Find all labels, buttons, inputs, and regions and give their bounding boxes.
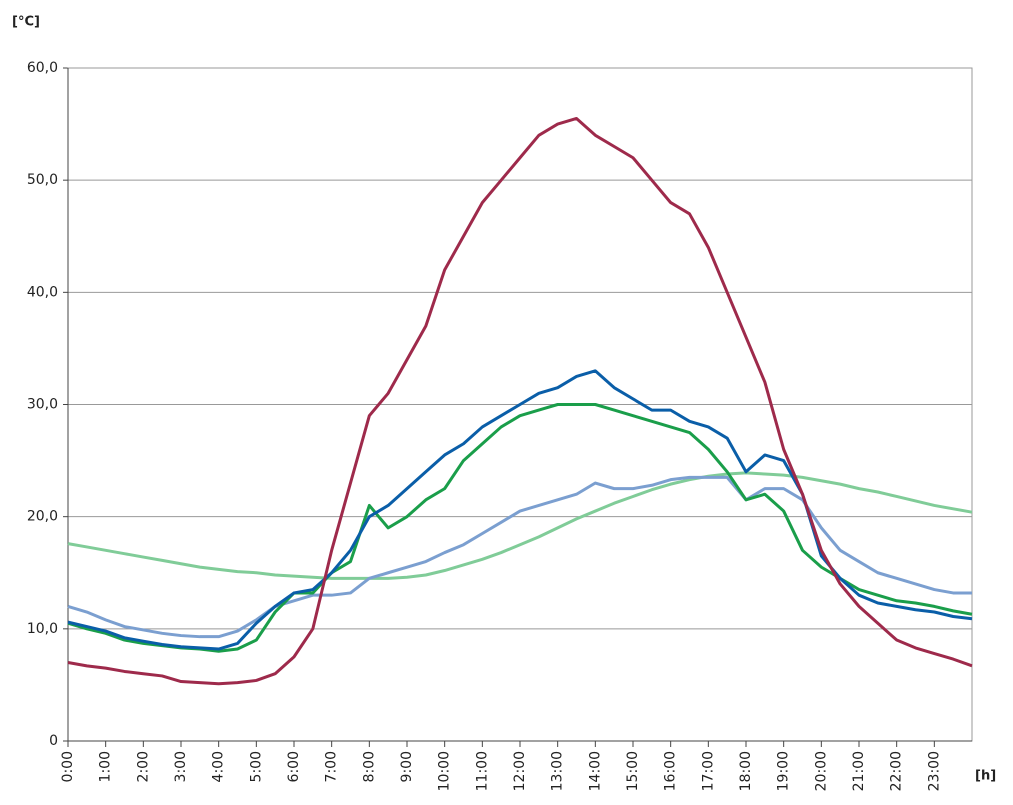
x-tick-label: 6:00 [286, 751, 302, 782]
x-tick-label: 13:00 [550, 751, 566, 791]
x-tick-label: 5:00 [248, 751, 264, 782]
x-tick-label: 12:00 [512, 751, 528, 791]
y-axis-label: [°C] [12, 15, 40, 30]
series-line [67, 403, 973, 653]
y-tick-label: 0 [49, 733, 58, 749]
y-tick-label: 50,0 [27, 172, 58, 188]
y-tick-label: 40,0 [27, 284, 58, 300]
x-tick-label: 17:00 [700, 751, 716, 791]
y-tick-label: 10,0 [27, 621, 58, 637]
x-tick-label: 2:00 [135, 751, 151, 782]
series-line [67, 369, 973, 651]
x-tick-label: 14:00 [587, 751, 603, 791]
x-tick-label: 22:00 [889, 751, 905, 791]
y-tick-label: 30,0 [27, 397, 58, 413]
x-tick-label: 7:00 [324, 751, 340, 782]
y-tick-label: 20,0 [27, 509, 58, 525]
series-line [67, 471, 973, 580]
x-tick-label: 4:00 [211, 751, 227, 782]
series-line [67, 475, 972, 639]
x-tick-label: 3:00 [173, 751, 189, 782]
x-tick-label: 11:00 [474, 751, 490, 791]
x-tick-label: 8:00 [361, 751, 377, 782]
y-tick-label: 60,0 [27, 60, 58, 76]
x-axis-label: [h] [975, 769, 996, 784]
x-tick-label: 23:00 [926, 751, 942, 791]
x-tick-label: 15:00 [625, 751, 641, 791]
x-tick-label: 16:00 [663, 751, 679, 791]
series-line [67, 116, 973, 686]
x-tick-label: 21:00 [851, 751, 867, 791]
x-tick-label: 18:00 [738, 751, 754, 791]
x-tick-label: 9:00 [399, 751, 415, 782]
x-tick-label: 20:00 [813, 751, 829, 791]
x-tick-label: 19:00 [776, 751, 792, 791]
x-tick-label: 1:00 [98, 751, 114, 782]
x-tick-label: 0:00 [60, 751, 76, 782]
x-tick-label: 10:00 [437, 751, 453, 791]
